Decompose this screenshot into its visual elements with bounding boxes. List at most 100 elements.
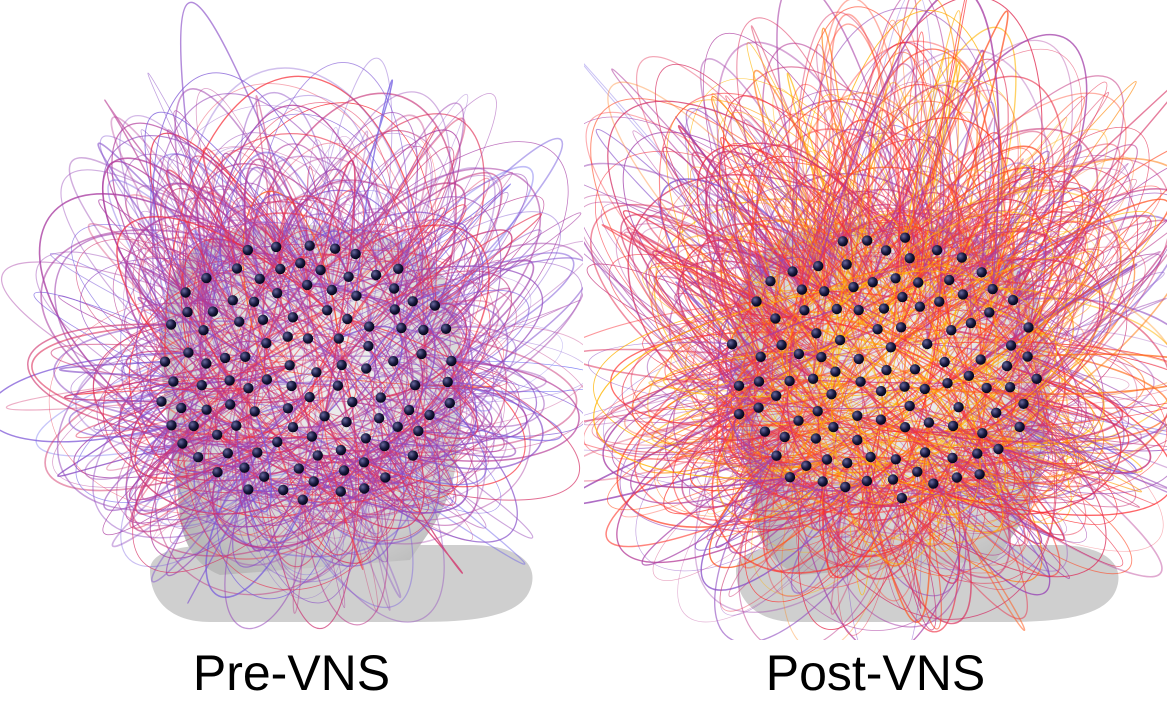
connectivity-line [833, 356, 1095, 449]
connectivity-line [143, 268, 214, 331]
electrode [890, 273, 901, 284]
connectivity-line [1023, 403, 1167, 436]
connectivity-line [622, 131, 848, 397]
connectivity-line [720, 136, 841, 341]
connectivity-line [93, 384, 202, 431]
connectivity-line [236, 92, 457, 355]
connectivity-line [812, 84, 987, 379]
electrode [771, 390, 782, 401]
connectivity-line [235, 425, 366, 584]
connectivity-line [75, 387, 249, 439]
electrode [912, 466, 923, 477]
connectivity-line [936, 180, 1031, 376]
electrode [234, 316, 245, 327]
connectivity-line [754, 232, 906, 432]
connectivity-line [234, 425, 367, 538]
connectivity-line [205, 384, 427, 504]
connectivity-line [759, 209, 1031, 358]
connectivity-line [774, 166, 1014, 319]
connectivity-line [623, 231, 836, 373]
connectivity-line [674, 293, 887, 371]
connectivity-line [166, 418, 380, 528]
electrode [242, 244, 253, 256]
connectivity-line [792, 239, 841, 341]
electrode [403, 404, 415, 416]
connectivity-line [801, 75, 1066, 357]
connectivity-line [789, 425, 954, 538]
connectivity-line [384, 381, 544, 470]
electrode [875, 385, 887, 397]
connectivity-line [858, 167, 1133, 328]
connectivity-line [631, 356, 858, 459]
electrode [338, 465, 350, 476]
connectivity-line [266, 213, 542, 381]
connectivity-line [247, 411, 273, 513]
connectivity-line [681, 390, 882, 450]
connectivity-line [928, 422, 1012, 504]
connectivity-line [415, 360, 583, 393]
electrode [981, 382, 992, 394]
connectivity-line [68, 157, 261, 325]
connectivity-line [880, 164, 1033, 421]
connectivity-line [102, 157, 281, 406]
electrode [351, 290, 362, 301]
electrode [212, 467, 223, 478]
connectivity-line [764, 172, 963, 282]
connectivity-line [762, 266, 819, 412]
electrode [282, 331, 293, 342]
connectivity-line [166, 153, 339, 386]
electrode [807, 373, 819, 384]
connectivity-line [418, 325, 583, 432]
connectivity-line [188, 417, 384, 461]
electrode [765, 276, 776, 287]
connectivity-line [681, 328, 878, 509]
electrode [252, 447, 263, 458]
connectivity-line [137, 224, 294, 325]
connectivity-line [232, 416, 326, 568]
connectivity-line [601, 224, 882, 392]
connectivity-line [731, 321, 945, 363]
connectivity-line [163, 248, 268, 380]
connectivity-line [98, 199, 292, 387]
connectivity-line [904, 427, 940, 542]
connectivity-line [265, 343, 389, 563]
connectivity-line [885, 216, 972, 324]
electrode [963, 370, 975, 381]
electrode [201, 404, 212, 415]
connectivity-line [247, 181, 475, 383]
electrode [880, 245, 892, 256]
connectivity-line [844, 471, 922, 640]
electrode [810, 433, 822, 444]
connectivity-line [924, 422, 1071, 579]
electrode [284, 360, 295, 371]
connectivity-line [235, 220, 311, 412]
connectivity-line [177, 352, 410, 539]
electrode [909, 364, 921, 375]
connectivity-line [802, 386, 905, 432]
connectivity-line [926, 253, 1162, 357]
connectivity-line [709, 426, 906, 569]
connectivity-line [746, 42, 874, 382]
connectivity-line [952, 221, 1087, 427]
connectivity-line [202, 102, 399, 331]
connectivity-line [417, 299, 500, 432]
connectivity-line [760, 431, 981, 631]
electrode [848, 281, 859, 293]
connectivity-line [384, 242, 583, 447]
connectivity-line [858, 138, 921, 382]
electrode [287, 312, 299, 323]
connectivity-line [655, 166, 868, 415]
connectivity-line [883, 187, 1090, 384]
electrode [407, 450, 419, 461]
electrode [872, 324, 883, 335]
connectivity-line [667, 356, 925, 410]
connectivity-line [326, 93, 469, 311]
connectivity-line [904, 10, 1009, 345]
connectivity-line [311, 436, 346, 608]
connectivity-line [216, 453, 342, 600]
electrode [168, 376, 179, 387]
connectivity-line [238, 265, 544, 416]
electrode [942, 378, 953, 389]
electrode [991, 407, 1002, 418]
connectivity-line [684, 107, 848, 319]
